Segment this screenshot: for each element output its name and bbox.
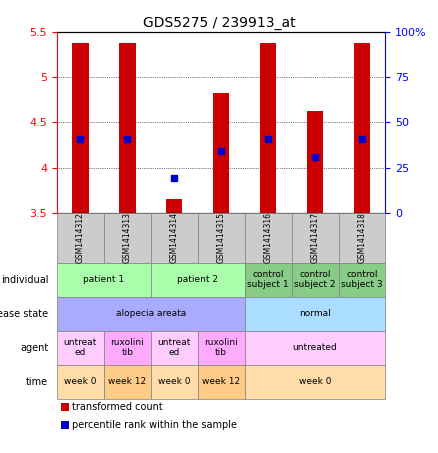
Text: transformed count: transformed count [72, 402, 163, 412]
Text: time: time [26, 376, 48, 387]
Text: control
subject 1: control subject 1 [247, 270, 289, 289]
Bar [307, 111, 323, 213]
Text: untreat
ed: untreat ed [64, 338, 97, 357]
Text: untreat
ed: untreat ed [158, 338, 191, 357]
Text: ruxolini
tib: ruxolini tib [204, 338, 238, 357]
Text: GSM1414316: GSM1414316 [264, 212, 272, 263]
Text: week 12: week 12 [108, 377, 146, 386]
Text: ruxolini
tib: ruxolini tib [110, 338, 144, 357]
Text: patient 1: patient 1 [83, 275, 124, 284]
Text: GSM1414313: GSM1414313 [123, 212, 132, 263]
Text: GSM1414312: GSM1414312 [76, 212, 85, 263]
Text: GDS5275 / 239913_at: GDS5275 / 239913_at [143, 16, 295, 30]
Bar [166, 199, 183, 213]
Bar [119, 43, 135, 213]
Text: week 0: week 0 [158, 377, 191, 386]
Text: week 0: week 0 [299, 377, 331, 386]
Text: control
subject 3: control subject 3 [341, 270, 383, 289]
Text: untreated: untreated [293, 343, 337, 352]
Text: alopecia areata: alopecia areata [116, 309, 186, 318]
Bar [354, 43, 370, 213]
Bar [213, 93, 230, 213]
Text: patient 2: patient 2 [177, 275, 218, 284]
Text: disease state: disease state [0, 308, 48, 319]
Text: week 12: week 12 [202, 377, 240, 386]
Text: GSM1414315: GSM1414315 [217, 212, 226, 263]
Text: control
subject 2: control subject 2 [294, 270, 336, 289]
Bar [260, 43, 276, 213]
Bar [72, 43, 88, 213]
Text: week 0: week 0 [64, 377, 97, 386]
Text: individual: individual [1, 275, 48, 285]
Text: GSM1414317: GSM1414317 [311, 212, 320, 263]
Text: GSM1414314: GSM1414314 [170, 212, 179, 263]
Text: normal: normal [299, 309, 331, 318]
Text: percentile rank within the sample: percentile rank within the sample [72, 420, 237, 430]
Text: GSM1414318: GSM1414318 [357, 212, 367, 263]
Text: agent: agent [20, 342, 48, 353]
